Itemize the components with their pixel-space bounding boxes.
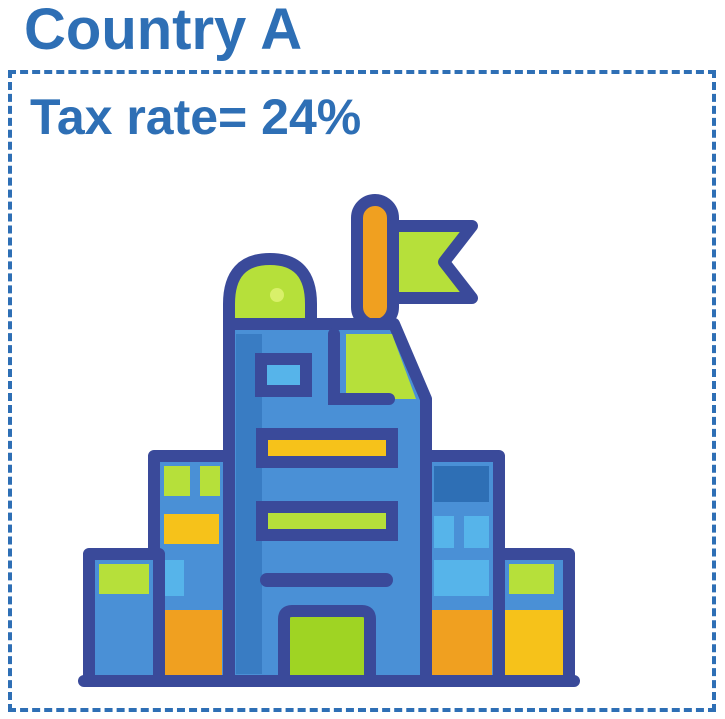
country-title: Country A (24, 0, 303, 62)
tax-rate-label: Tax rate= 24% (30, 89, 362, 145)
flag-icon (351, 194, 478, 331)
country-panel: Tax rate= 24% (8, 70, 716, 712)
government-building-icon (78, 194, 580, 687)
